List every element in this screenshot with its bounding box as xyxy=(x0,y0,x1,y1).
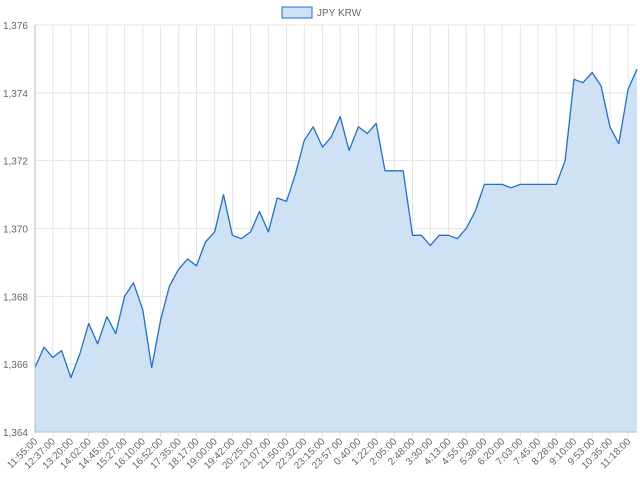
data-point[interactable] xyxy=(401,169,405,173)
data-point[interactable] xyxy=(87,322,91,326)
series-area-layer xyxy=(34,67,639,432)
y-tick-label: 1,376 xyxy=(3,21,28,32)
data-point[interactable] xyxy=(365,132,369,136)
data-point[interactable] xyxy=(186,257,190,261)
data-point[interactable] xyxy=(608,125,612,129)
legend-label[interactable]: JPY KRW xyxy=(317,8,362,19)
y-tick-label: 1,370 xyxy=(3,225,28,236)
data-point[interactable] xyxy=(249,230,253,234)
data-point[interactable] xyxy=(626,87,630,91)
y-tick-label: 1,364 xyxy=(3,428,28,439)
data-point[interactable] xyxy=(338,115,342,119)
data-point[interactable] xyxy=(51,355,55,359)
data-point[interactable] xyxy=(455,237,459,241)
data-point[interactable] xyxy=(491,182,495,186)
data-point[interactable] xyxy=(78,352,82,356)
data-point[interactable] xyxy=(563,159,567,163)
data-point[interactable] xyxy=(356,125,360,129)
data-point[interactable] xyxy=(258,210,262,214)
data-point[interactable] xyxy=(222,193,226,197)
data-point[interactable] xyxy=(114,332,118,336)
data-point[interactable] xyxy=(159,318,163,322)
data-point[interactable] xyxy=(239,237,243,241)
data-point[interactable] xyxy=(203,240,207,244)
data-point[interactable] xyxy=(554,182,558,186)
data-point[interactable] xyxy=(527,182,531,186)
data-point[interactable] xyxy=(329,135,333,139)
data-point[interactable] xyxy=(590,71,594,75)
data-point[interactable] xyxy=(536,182,540,186)
data-point[interactable] xyxy=(473,210,477,214)
axes: 1,3641,3661,3681,3701,3721,3741,37611:55… xyxy=(3,21,637,472)
legend-swatch[interactable] xyxy=(281,6,313,19)
data-point[interactable] xyxy=(635,67,639,71)
data-point[interactable] xyxy=(60,349,64,353)
data-point[interactable] xyxy=(411,233,415,237)
data-point[interactable] xyxy=(419,233,423,237)
data-point[interactable] xyxy=(572,77,576,81)
data-point[interactable] xyxy=(599,84,603,88)
data-point[interactable] xyxy=(167,284,171,288)
data-point[interactable] xyxy=(617,142,621,146)
series-area-fill xyxy=(35,69,637,432)
data-point[interactable] xyxy=(275,196,279,200)
data-point[interactable] xyxy=(266,230,270,234)
data-point[interactable] xyxy=(123,294,127,298)
data-point[interactable] xyxy=(518,182,522,186)
data-point[interactable] xyxy=(374,121,378,125)
data-point[interactable] xyxy=(69,376,73,380)
data-point[interactable] xyxy=(285,199,289,203)
data-point[interactable] xyxy=(482,182,486,186)
data-point[interactable] xyxy=(302,138,306,142)
legend: JPY KRW xyxy=(281,6,362,19)
data-point[interactable] xyxy=(105,315,109,319)
y-tick-label: 1,368 xyxy=(3,292,28,303)
data-point[interactable] xyxy=(141,308,145,312)
data-point[interactable] xyxy=(509,186,513,190)
y-tick-label: 1,366 xyxy=(3,360,28,371)
data-point[interactable] xyxy=(311,125,315,129)
data-point[interactable] xyxy=(293,172,297,176)
data-point[interactable] xyxy=(464,227,468,231)
y-tick-label: 1,374 xyxy=(3,89,28,100)
series-line-jpy-krw[interactable] xyxy=(34,68,638,379)
data-point[interactable] xyxy=(383,169,387,173)
data-point[interactable] xyxy=(321,145,325,149)
y-tick-label: 1,372 xyxy=(3,157,28,168)
data-point[interactable] xyxy=(96,342,100,346)
data-point[interactable] xyxy=(150,366,154,370)
data-point[interactable] xyxy=(230,233,234,237)
data-point[interactable] xyxy=(447,233,451,237)
data-point[interactable] xyxy=(132,281,136,285)
data-point[interactable] xyxy=(545,182,549,186)
data-point[interactable] xyxy=(42,345,46,349)
data-point[interactable] xyxy=(392,169,396,173)
data-point[interactable] xyxy=(581,81,585,85)
data-point[interactable] xyxy=(500,182,504,186)
data-point[interactable] xyxy=(347,149,351,153)
data-point[interactable] xyxy=(213,230,217,234)
data-point[interactable] xyxy=(437,233,441,237)
data-point[interactable] xyxy=(177,267,181,271)
data-point[interactable] xyxy=(428,244,432,248)
data-point[interactable] xyxy=(195,264,199,268)
